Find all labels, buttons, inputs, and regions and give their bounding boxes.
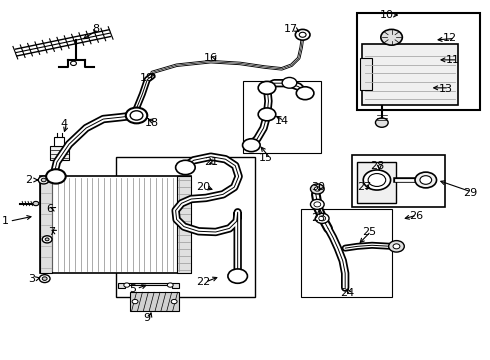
Text: 3: 3 — [28, 274, 35, 284]
Text: 5: 5 — [129, 284, 136, 294]
Circle shape — [315, 187, 320, 191]
Text: 12: 12 — [443, 33, 457, 43]
Text: 24: 24 — [341, 288, 355, 298]
Circle shape — [420, 176, 432, 184]
Circle shape — [175, 160, 195, 175]
Text: 1: 1 — [2, 216, 9, 226]
Circle shape — [299, 32, 306, 37]
Polygon shape — [118, 283, 179, 288]
Circle shape — [33, 201, 39, 206]
Circle shape — [42, 236, 52, 243]
Circle shape — [314, 202, 321, 207]
Text: 18: 18 — [145, 118, 159, 128]
Circle shape — [132, 300, 138, 304]
Text: 21: 21 — [204, 157, 218, 167]
Bar — [357, 13, 480, 110]
Circle shape — [381, 30, 402, 45]
Bar — [357, 162, 396, 203]
Bar — [49, 146, 69, 160]
Circle shape — [171, 300, 177, 304]
Text: 15: 15 — [259, 153, 273, 163]
Circle shape — [130, 111, 143, 120]
Text: 30: 30 — [311, 182, 325, 192]
Circle shape — [415, 172, 437, 188]
Text: 28: 28 — [370, 161, 384, 171]
Circle shape — [124, 283, 130, 287]
Circle shape — [243, 139, 260, 152]
Circle shape — [393, 244, 400, 249]
Circle shape — [311, 199, 324, 210]
Text: 19: 19 — [140, 73, 154, 83]
Circle shape — [316, 213, 329, 224]
Circle shape — [368, 174, 386, 186]
Text: 7: 7 — [49, 227, 55, 237]
Text: 20: 20 — [196, 182, 211, 192]
Text: 2: 2 — [25, 175, 33, 185]
Circle shape — [41, 178, 46, 182]
Circle shape — [228, 269, 247, 283]
Circle shape — [296, 87, 314, 100]
Circle shape — [39, 275, 50, 283]
Circle shape — [42, 277, 47, 280]
Bar — [116, 157, 255, 297]
Circle shape — [389, 240, 404, 252]
Bar — [243, 81, 321, 153]
Bar — [40, 176, 191, 273]
Text: 13: 13 — [439, 84, 452, 94]
Text: 27: 27 — [358, 182, 372, 192]
Circle shape — [363, 170, 391, 190]
Circle shape — [38, 176, 49, 184]
Text: 4: 4 — [61, 120, 68, 129]
Bar — [176, 176, 191, 273]
Circle shape — [258, 81, 276, 94]
Bar — [360, 58, 372, 90]
Bar — [362, 44, 458, 105]
Bar — [352, 155, 445, 207]
Text: 26: 26 — [409, 211, 423, 221]
Circle shape — [375, 118, 388, 127]
Text: 6: 6 — [46, 204, 53, 214]
Bar — [54, 137, 64, 146]
Circle shape — [258, 108, 276, 121]
Text: 17: 17 — [283, 24, 297, 35]
Text: 8: 8 — [93, 24, 99, 35]
Text: 14: 14 — [274, 116, 289, 126]
Circle shape — [46, 169, 66, 184]
Circle shape — [295, 30, 310, 40]
Text: 16: 16 — [204, 53, 218, 63]
Text: 22: 22 — [196, 277, 211, 287]
Text: 25: 25 — [363, 227, 377, 237]
Circle shape — [71, 61, 76, 66]
Bar — [130, 292, 179, 311]
Text: 11: 11 — [446, 55, 460, 65]
Text: 10: 10 — [380, 10, 393, 20]
Circle shape — [45, 238, 49, 241]
Circle shape — [126, 108, 147, 123]
Bar — [301, 209, 392, 297]
Text: 23: 23 — [311, 213, 325, 222]
Text: 29: 29 — [463, 188, 477, 198]
Circle shape — [282, 77, 297, 88]
Circle shape — [167, 283, 173, 287]
Bar — [40, 176, 52, 273]
Circle shape — [319, 216, 326, 221]
Text: 9: 9 — [144, 313, 151, 323]
Circle shape — [311, 184, 324, 194]
